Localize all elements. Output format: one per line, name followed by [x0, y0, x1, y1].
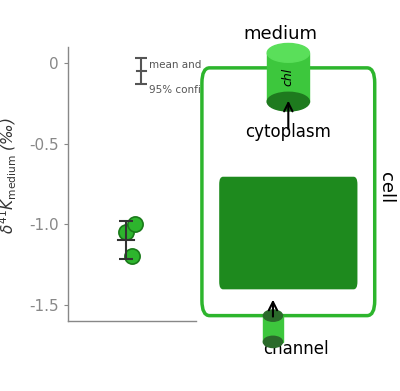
Text: medium: medium [244, 25, 318, 43]
Bar [263, 316, 282, 342]
Text: 95% confidence: 95% confidence [150, 85, 233, 95]
Text: $\delta^{41}$K$_{\mathrm{medium}}$ (‰): $\delta^{41}$K$_{\mathrm{medium}}$ (‰) [0, 118, 18, 234]
Bar [267, 53, 310, 102]
Point [129, 253, 135, 259]
Text: cytoplasm: cytoplasm [245, 123, 331, 141]
FancyBboxPatch shape [219, 177, 358, 289]
Ellipse shape [267, 43, 310, 62]
FancyBboxPatch shape [202, 68, 375, 316]
Text: channel: channel [263, 341, 329, 359]
Point [132, 221, 139, 227]
Ellipse shape [263, 310, 282, 321]
Text: mean and: mean and [150, 60, 202, 70]
Ellipse shape [267, 92, 310, 111]
Text: chl: chl [282, 68, 295, 86]
Text: cell: cell [377, 172, 395, 204]
Ellipse shape [263, 336, 282, 348]
Point [123, 229, 129, 235]
